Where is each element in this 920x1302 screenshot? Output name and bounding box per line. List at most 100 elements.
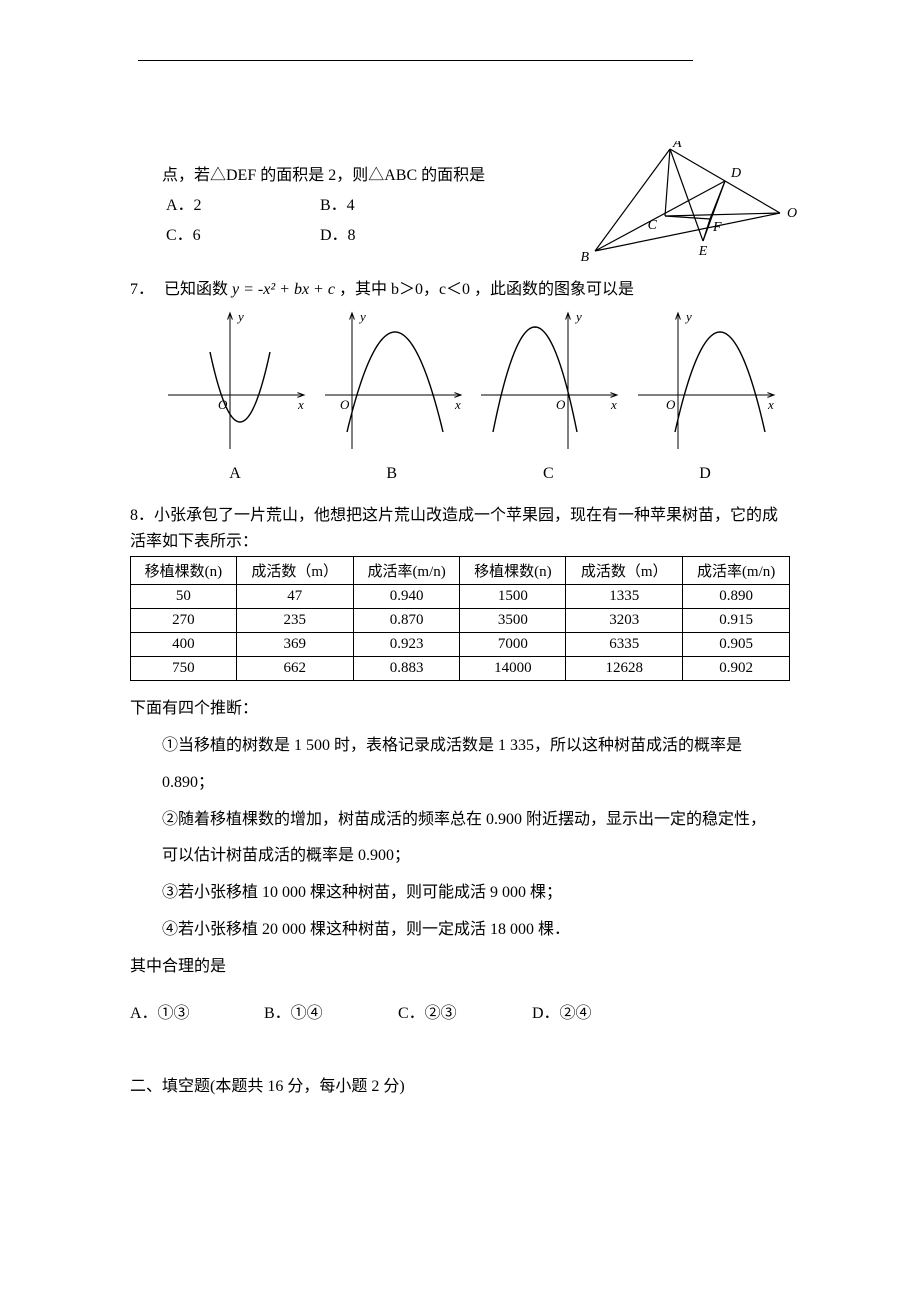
q8-stmt3: ③若小张移植 10 000 棵这种树苗，则可能成活 9 000 棵； xyxy=(130,875,790,912)
question-7: 7． 已知函数 y = -x² + bx + c ，其中 b＞0，c＜0 ，此函… xyxy=(130,275,790,483)
table-cell: 235 xyxy=(236,609,353,633)
q6-text: 点，若△DEF 的面积是 2，则△ABC 的面积是 A．2 B．4 C．6 D．… xyxy=(130,161,540,245)
table-cell: 400 xyxy=(131,633,237,657)
q7-formula: y = -x² + bx + c xyxy=(232,281,335,298)
q8-after: 下面有四个推断： ①当移植的树数是 1 500 时，表格记录成活数是 1 335… xyxy=(130,691,790,1032)
q7-graph-b: y x O B xyxy=(317,307,467,483)
q6-diagram-svg: A B C D EF O xyxy=(575,141,805,271)
svg-text:x: x xyxy=(610,397,617,412)
q7-graphs-row: y x O A y x O B y x O C y x O D xyxy=(160,307,780,483)
q8-options: A．①③ B．①④ C．②③ D．②④ xyxy=(130,996,790,1033)
question-6: 点，若△DEF 的面积是 2，则△ABC 的面积是 A．2 B．4 C．6 D．… xyxy=(130,161,790,245)
q7-graph-a: yxO A xyxy=(160,307,310,483)
q7-stem-pre: 已知函数 xyxy=(164,281,232,298)
q7-graph-c: y x O C xyxy=(473,307,623,483)
q8-stmt1b: 0.890； xyxy=(130,765,790,802)
svg-text:A: A xyxy=(672,141,682,151)
q7-label-b: B xyxy=(317,465,467,483)
svg-text:B: B xyxy=(580,250,589,265)
q8-thead: 移植棵数(n) 成活数（m） 成活率(m/n) 移植棵数(n) 成活数（m） 成… xyxy=(131,557,790,585)
svg-text:O: O xyxy=(340,397,350,412)
q8-h3: 成活率(m/n) xyxy=(353,557,460,585)
q8-stmt1a: ①当移植的树数是 1 500 时，表格记录成活数是 1 335，所以这种树苗成活… xyxy=(130,728,790,765)
page: 点，若△DEF 的面积是 2，则△ABC 的面积是 A．2 B．4 C．6 D．… xyxy=(0,0,920,1156)
q7-number: 7． xyxy=(130,275,160,299)
table-row: 4003690.923700063350.905 xyxy=(131,633,790,657)
q7-stem-post: ，其中 b＞0，c＜0 ，此函数的图象可以是 xyxy=(339,281,634,298)
table-cell: 0.905 xyxy=(683,633,790,657)
table-cell: 0.923 xyxy=(353,633,460,657)
table-cell: 3500 xyxy=(460,609,566,633)
q8-tbody: 50470.940150013350.8902702350.8703500320… xyxy=(131,585,790,681)
svg-text:x: x xyxy=(454,397,461,412)
q8-table: 移植棵数(n) 成活数（m） 成活率(m/n) 移植棵数(n) 成活数（m） 成… xyxy=(130,556,790,681)
svg-text:O: O xyxy=(787,206,797,221)
table-cell: 3203 xyxy=(566,609,683,633)
table-cell: 50 xyxy=(131,585,237,609)
table-cell: 6335 xyxy=(566,633,683,657)
svg-text:y: y xyxy=(358,309,366,324)
table-cell: 0.883 xyxy=(353,657,460,681)
table-cell: 12628 xyxy=(566,657,683,681)
table-cell: 0.870 xyxy=(353,609,460,633)
q8-after-intro: 下面有四个推断： xyxy=(130,691,790,728)
q7-graph-a-svg: yxO xyxy=(160,307,310,457)
table-cell: 0.902 xyxy=(683,657,790,681)
svg-text:E: E xyxy=(698,244,708,259)
svg-text:O: O xyxy=(556,397,566,412)
table-cell: 0.890 xyxy=(683,585,790,609)
table-cell: 1335 xyxy=(566,585,683,609)
q8-h1: 移植棵数(n) xyxy=(131,557,237,585)
svg-text:C: C xyxy=(648,218,658,233)
table-cell: 662 xyxy=(236,657,353,681)
svg-text:D: D xyxy=(730,166,741,181)
table-cell: 369 xyxy=(236,633,353,657)
table-cell: 270 xyxy=(131,609,237,633)
q6-options-row1: A．2 B．4 xyxy=(130,191,540,215)
q7-graph-d-svg: y x O xyxy=(630,307,780,457)
q7-graph-c-svg: y x O xyxy=(473,307,623,457)
q8-h4: 移植棵数(n) xyxy=(460,557,566,585)
top-rule xyxy=(138,60,693,61)
q8-option-d: D．②④ xyxy=(532,996,662,1033)
table-cell: 47 xyxy=(236,585,353,609)
table-row: 2702350.870350032030.915 xyxy=(131,609,790,633)
q6-figure: A B C D EF O xyxy=(575,141,805,271)
table-row: 7506620.88314000126280.902 xyxy=(131,657,790,681)
q8-option-c: C．②③ xyxy=(398,996,528,1033)
q6-option-b: B．4 xyxy=(320,191,500,215)
table-cell: 1500 xyxy=(460,585,566,609)
q6-stem: 点，若△DEF 的面积是 2，则△ABC 的面积是 xyxy=(130,161,540,185)
q7-stem: 7． 已知函数 y = -x² + bx + c ，其中 b＞0，c＜0 ，此函… xyxy=(130,275,790,299)
q7-label-a: A xyxy=(160,465,310,483)
q8-option-a: A．①③ xyxy=(130,996,260,1033)
table-cell: 7000 xyxy=(460,633,566,657)
q7-label-d: D xyxy=(630,465,780,483)
table-cell: 0.915 xyxy=(683,609,790,633)
svg-text:O: O xyxy=(666,397,676,412)
table-row: 50470.940150013350.890 xyxy=(131,585,790,609)
q8-header-row: 移植棵数(n) 成活数（m） 成活率(m/n) 移植棵数(n) 成活数（m） 成… xyxy=(131,557,790,585)
q8-h5: 成活数（m） xyxy=(566,557,683,585)
q8-intro: 8．小张承包了一片荒山，他想把这片荒山改造成一个苹果园，现在有一种苹果树苗，它的… xyxy=(130,503,790,554)
section-2-heading: 二、填空题(本题共 16 分，每小题 2 分) xyxy=(130,1072,790,1096)
table-cell: 0.940 xyxy=(353,585,460,609)
q8-stmt4: ④若小张移植 20 000 棵这种树苗，则一定成活 18 000 棵． xyxy=(130,912,790,949)
svg-text:x: x xyxy=(297,397,304,412)
q7-graph-d: y x O D xyxy=(630,307,780,483)
svg-text:y: y xyxy=(574,309,582,324)
q8-h6: 成活率(m/n) xyxy=(683,557,790,585)
svg-text:y: y xyxy=(684,309,692,324)
q7-label-c: C xyxy=(473,465,623,483)
svg-text:F: F xyxy=(712,220,722,235)
table-cell: 750 xyxy=(131,657,237,681)
q8-option-b: B．①④ xyxy=(264,996,394,1033)
q8-conclusion: 其中合理的是 xyxy=(130,949,790,986)
q6-option-c: C．6 xyxy=(166,221,316,245)
svg-text:y: y xyxy=(236,309,244,324)
svg-text:x: x xyxy=(767,397,774,412)
q6-option-a: A．2 xyxy=(166,191,316,215)
q8-stmt2a: ②随着移植棵数的增加，树苗成活的频率总在 0.900 附近摆动，显示出一定的稳定… xyxy=(130,802,790,839)
q7-graph-b-svg: y x O xyxy=(317,307,467,457)
question-8: 8．小张承包了一片荒山，他想把这片荒山改造成一个苹果园，现在有一种苹果树苗，它的… xyxy=(130,503,790,1032)
